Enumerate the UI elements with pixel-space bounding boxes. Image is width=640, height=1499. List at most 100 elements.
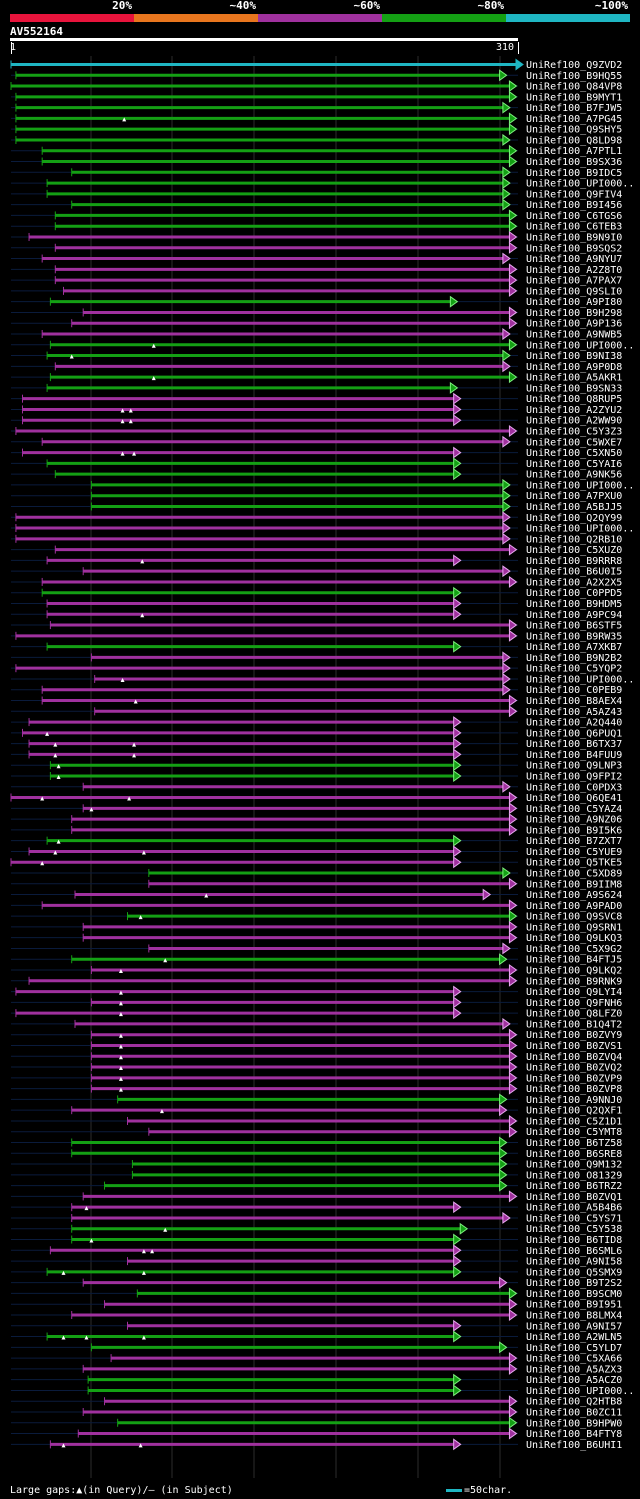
hit-label[interactable]: UniRef100_Q8LD98 [526, 135, 622, 146]
hit-row[interactable]: UniRef100_B0ZVQ4 [11, 1050, 622, 1063]
hit-label[interactable]: UniRef100_B4FUU9 [526, 750, 622, 761]
hit-row[interactable]: UniRef100_B0ZVY9 [11, 1028, 622, 1042]
hit-label[interactable]: UniRef100_A9NWB5 [526, 330, 622, 341]
hit-label[interactable]: UniRef100_C5YAZ4 [526, 804, 622, 815]
hit-label[interactable]: UniRef100_C5YMT8 [526, 1127, 622, 1138]
hit-label[interactable]: UniRef100_A2X2X5 [526, 577, 622, 588]
hit-row[interactable]: UniRef100_UPI000.. [11, 338, 634, 352]
hit-row[interactable]: UniRef100_C5XN50 [11, 446, 622, 460]
hit-label[interactable]: UniRef100_C5YLD7 [526, 1343, 622, 1354]
hit-row[interactable]: UniRef100_B9I5K6 [11, 823, 622, 837]
hit-row[interactable]: UniRef100_Q9SHY5 [11, 123, 622, 136]
hit-row[interactable]: UniRef100_B0ZVS1 [11, 1039, 622, 1052]
hit-row[interactable]: UniRef100_UPI000.. [11, 478, 634, 492]
hit-label[interactable]: UniRef100_C5YQP2 [526, 664, 622, 675]
hit-label[interactable]: UniRef100_B9SCM0 [526, 1289, 622, 1300]
hit-row[interactable]: UniRef100_C5YLD7 [11, 1341, 622, 1354]
hit-row[interactable]: UniRef100_UPI000.. [11, 672, 634, 686]
hit-row[interactable]: UniRef100_B6TID8 [11, 1233, 622, 1247]
hit-row[interactable]: UniRef100_B9HPW0 [11, 1416, 622, 1430]
hit-label[interactable]: UniRef100_B9I951 [526, 1300, 622, 1311]
hit-row[interactable]: UniRef100_A2WW90 [11, 414, 622, 427]
hit-row[interactable]: UniRef100_B6SML6 [11, 1244, 622, 1257]
hit-label[interactable]: UniRef100_B9N9I0 [526, 232, 622, 243]
hit-label[interactable]: UniRef100_C0PPD5 [526, 588, 622, 599]
hit-label[interactable]: UniRef100_B0ZVS1 [526, 1041, 622, 1052]
hit-row[interactable]: UniRef100_Q9LKQ2 [11, 964, 622, 977]
hit-row[interactable]: UniRef100_A2ZYU2 [11, 403, 622, 416]
hit-row[interactable]: UniRef100_Q9SRN1 [11, 920, 622, 934]
hit-label[interactable]: UniRef100_B9IIM8 [526, 879, 622, 890]
hit-label[interactable]: UniRef100_A9NYU7 [526, 254, 622, 265]
hit-label[interactable]: UniRef100_B6UHI1 [526, 1440, 622, 1451]
hit-row[interactable]: UniRef100_A9P0D8 [11, 360, 622, 373]
hit-label[interactable]: UniRef100_Q8LFZ0 [526, 1009, 622, 1020]
hit-row[interactable]: UniRef100_B1Q4T2 [11, 1017, 622, 1031]
hit-row[interactable]: UniRef100_A9NNJ0 [11, 1093, 622, 1106]
hit-label[interactable]: UniRef100_B0ZVP9 [526, 1073, 622, 1084]
hit-row[interactable]: UniRef100_A2X2X5 [11, 575, 622, 589]
hit-label[interactable]: UniRef100_A7PTL1 [526, 146, 622, 157]
hit-row[interactable]: UniRef100_O81329 [11, 1168, 622, 1182]
hit-row[interactable]: UniRef100_B9T2S2 [11, 1276, 622, 1290]
hit-row[interactable]: UniRef100_Q2HTB8 [11, 1395, 622, 1408]
hit-row[interactable]: UniRef100_C0PPD5 [11, 586, 622, 600]
hit-row[interactable]: UniRef100_C5X9G2 [11, 942, 622, 955]
hit-label[interactable]: UniRef100_B4FTY8 [526, 1429, 622, 1440]
hit-label[interactable]: UniRef100_B0ZVY9 [526, 1030, 622, 1041]
hit-row[interactable]: UniRef100_A9P136 [11, 317, 622, 330]
hit-label[interactable]: UniRef100_A2Q440 [526, 718, 622, 729]
hit-row[interactable]: UniRef100_B0ZVQ1 [11, 1190, 622, 1203]
hit-row[interactable]: UniRef100_Q9ZVD2 [10, 58, 622, 72]
hit-row[interactable]: UniRef100_B4FTJ5 [11, 953, 622, 966]
hit-row[interactable]: UniRef100_A9NWB5 [11, 328, 622, 341]
hit-row[interactable]: UniRef100_Q6PUQ1 [11, 726, 622, 740]
hit-row[interactable]: UniRef100_B4FUU9 [11, 748, 622, 761]
hit-label[interactable]: UniRef100_C5WXE7 [526, 437, 622, 448]
hit-row[interactable]: UniRef100_A9NI57 [11, 1319, 622, 1333]
hit-label[interactable]: UniRef100_B9RNK9 [526, 976, 622, 987]
hit-row[interactable]: UniRef100_B9RNK9 [11, 974, 622, 988]
hit-label[interactable]: UniRef100_A2WLN5 [526, 1332, 622, 1343]
hit-row[interactable]: UniRef100_A9PC94 [11, 608, 622, 621]
hit-label[interactable]: UniRef100_Q5SMX9 [526, 1267, 622, 1278]
hit-label[interactable]: UniRef100_Q2HTB8 [526, 1397, 622, 1408]
hit-row[interactable]: UniRef100_A5ACZ0 [11, 1373, 622, 1387]
hit-row[interactable]: UniRef100_B8AEX4 [11, 694, 622, 708]
hit-label[interactable]: UniRef100_Q5TKE5 [526, 858, 622, 869]
hit-row[interactable]: UniRef100_B0ZVP9 [11, 1071, 622, 1085]
hit-row[interactable]: UniRef100_C5YUE9 [11, 845, 622, 858]
hit-label[interactable]: UniRef100_Q6QE41 [526, 793, 622, 804]
hit-label[interactable]: UniRef100_B0ZVP8 [526, 1084, 622, 1095]
hit-row[interactable]: UniRef100_B0ZC11 [11, 1406, 622, 1419]
hit-row[interactable]: UniRef100_C5Y3Z3 [11, 425, 622, 438]
hit-row[interactable]: UniRef100_C5YMT8 [11, 1125, 622, 1139]
hit-row[interactable]: UniRef100_Q9FIV4 [11, 187, 622, 201]
hit-row[interactable]: UniRef100_Q9M132 [11, 1158, 622, 1171]
hit-row[interactable]: UniRef100_B6STF5 [11, 619, 622, 632]
hit-row[interactable]: UniRef100_A5B4B6 [11, 1201, 622, 1214]
hit-row[interactable]: UniRef100_B6U0I5 [11, 565, 622, 578]
hit-label[interactable]: UniRef100_C5XA66 [526, 1354, 622, 1365]
hit-label[interactable]: UniRef100_C5YUE9 [526, 847, 622, 858]
hit-row[interactable]: UniRef100_B7ZXT7 [11, 834, 622, 848]
hit-label[interactable]: UniRef100_UPI000.. [526, 179, 634, 190]
hit-label[interactable]: UniRef100_B9N2B2 [526, 653, 622, 664]
hit-label[interactable]: UniRef100_B0ZVQ1 [526, 1192, 622, 1203]
hit-label[interactable]: UniRef100_B9RRR8 [526, 556, 622, 567]
hit-label[interactable]: UniRef100_A9P0D8 [526, 362, 622, 373]
hit-row[interactable]: UniRef100_A7PG45 [11, 112, 622, 125]
hit-label[interactable]: UniRef100_C5Y3Z3 [526, 427, 622, 438]
hit-row[interactable]: UniRef100_A2WLN5 [11, 1330, 622, 1344]
hit-row[interactable]: UniRef100_A9NK56 [11, 468, 622, 481]
hit-label[interactable]: UniRef100_A2Z8T0 [526, 265, 622, 276]
hit-row[interactable]: UniRef100_A5AKR1 [11, 371, 622, 384]
hit-label[interactable]: UniRef100_B9RW35 [526, 631, 622, 642]
hit-row[interactable]: UniRef100_Q8LD98 [11, 133, 622, 147]
hit-label[interactable]: UniRef100_A9NI57 [526, 1321, 622, 1332]
hit-row[interactable]: UniRef100_C5XD89 [11, 867, 622, 880]
hit-row[interactable]: UniRef100_C5Z1D1 [11, 1114, 622, 1128]
hit-label[interactable]: UniRef100_C5XUZ0 [526, 545, 622, 556]
hit-label[interactable]: UniRef100_Q9M132 [526, 1160, 622, 1171]
hit-row[interactable]: UniRef100_Q8LFZ0 [11, 1007, 622, 1020]
